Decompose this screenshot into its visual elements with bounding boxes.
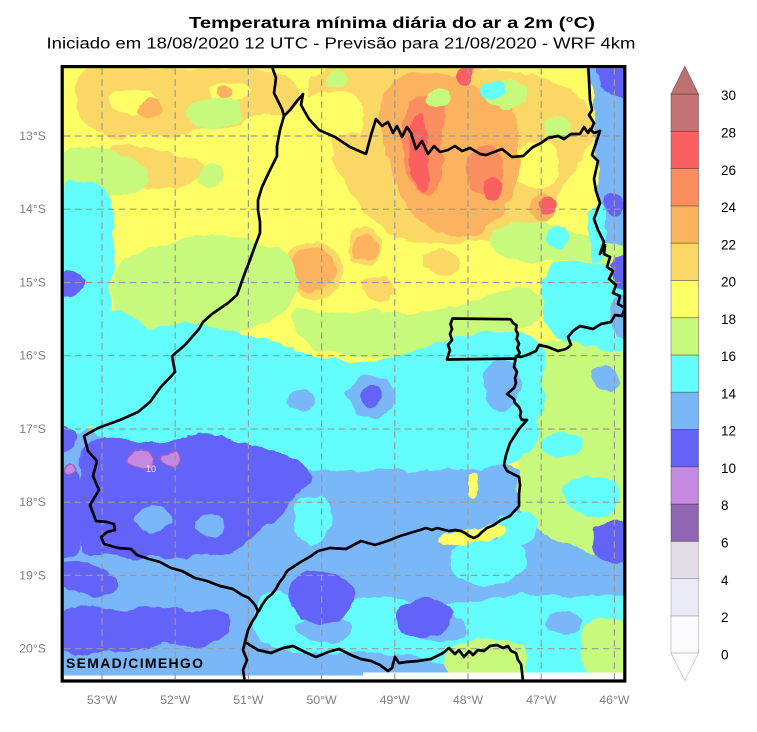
svg-text:24: 24 [721,200,737,215]
svg-text:20: 20 [721,275,736,290]
svg-text:SEMAD/CIMEHGO: SEMAD/CIMEHGO [66,655,203,671]
svg-text:28: 28 [721,126,736,141]
svg-text:8: 8 [721,498,729,513]
svg-text:26: 26 [721,163,736,178]
svg-text:18: 18 [721,312,736,327]
svg-text:10: 10 [721,461,736,476]
svg-text:53°W: 53°W [87,693,118,707]
svg-text:18°S: 18°S [19,495,46,509]
svg-text:16: 16 [721,349,736,364]
svg-text:19°S: 19°S [19,568,46,582]
svg-text:14°S: 14°S [19,202,46,216]
svg-text:48°W: 48°W [453,693,484,707]
svg-text:16°S: 16°S [19,349,46,363]
svg-text:20°S: 20°S [19,642,46,656]
svg-text:13°S: 13°S [19,129,46,143]
svg-text:52°W: 52°W [160,693,191,707]
svg-text:50°W: 50°W [306,693,337,707]
svg-text:14: 14 [721,386,737,401]
svg-text:4: 4 [721,573,729,588]
svg-text:2: 2 [721,610,729,625]
svg-text:51°W: 51°W [233,693,264,707]
svg-text:17°S: 17°S [19,422,46,436]
svg-text:6: 6 [721,536,729,551]
svg-text:0: 0 [721,647,729,662]
svg-text:Iniciado em 18/08/2020 12 UTC: Iniciado em 18/08/2020 12 UTC - Previsão… [47,36,636,53]
svg-text:12: 12 [721,424,736,439]
svg-text:46°W: 46°W [599,693,630,707]
svg-text:30: 30 [721,88,736,103]
svg-text:22: 22 [721,237,736,252]
svg-text:Temperatura mínima diária do a: Temperatura mínima diária do ar a 2m (°C… [189,15,595,32]
svg-text:49°W: 49°W [380,693,411,707]
svg-text:15°S: 15°S [19,276,46,290]
svg-text:10: 10 [146,464,156,474]
svg-text:47°W: 47°W [526,693,557,707]
